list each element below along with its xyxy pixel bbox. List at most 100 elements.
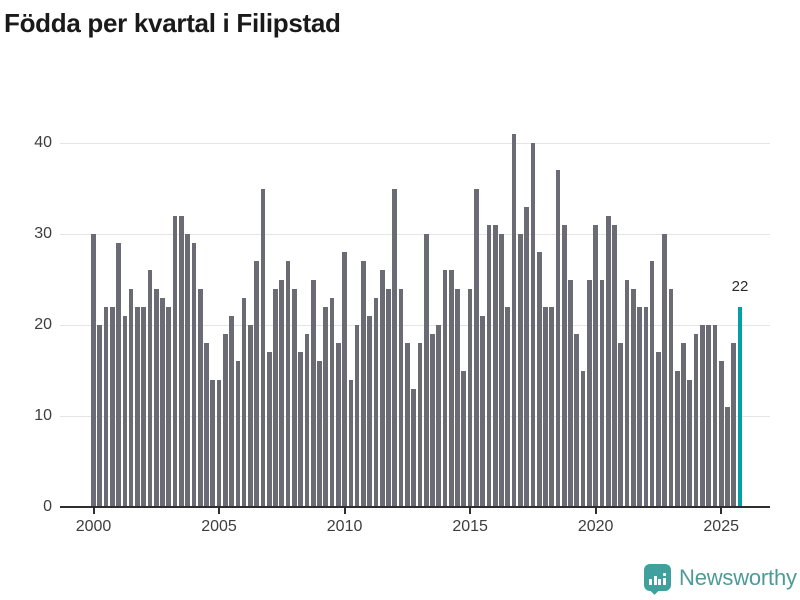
bar xyxy=(574,334,580,507)
bar xyxy=(210,379,216,507)
bar xyxy=(179,215,184,507)
gridline xyxy=(60,142,770,144)
bar xyxy=(492,224,498,507)
bar xyxy=(379,270,385,507)
bar xyxy=(260,188,266,507)
bar xyxy=(674,370,680,507)
bar xyxy=(373,297,379,507)
x-axis-tick xyxy=(594,508,597,514)
highlight-value-label: 22 xyxy=(731,277,749,295)
bar xyxy=(662,234,668,507)
bar xyxy=(486,224,492,507)
bar xyxy=(605,215,611,507)
mini-bar-icon xyxy=(653,576,657,585)
x-tick-label: 2000 xyxy=(75,518,112,535)
newsworthy-logo-icon xyxy=(644,564,671,595)
bar xyxy=(279,279,285,507)
bar xyxy=(147,270,153,507)
bar xyxy=(580,370,586,507)
bar xyxy=(116,243,121,507)
bar xyxy=(423,234,429,507)
bar xyxy=(474,188,479,507)
bar xyxy=(448,270,454,507)
brand-name: Newsworthy xyxy=(679,565,797,590)
bar xyxy=(91,234,96,507)
gridline xyxy=(60,233,770,235)
y-tick-label: 30 xyxy=(34,225,52,242)
highlighted-bar xyxy=(737,306,743,507)
x-axis-line xyxy=(60,506,770,508)
bar xyxy=(191,243,197,507)
bar xyxy=(712,325,718,507)
bar xyxy=(361,261,366,507)
bar xyxy=(172,215,178,507)
newsworthy-attribution[interactable]: Newsworthy xyxy=(642,563,800,595)
bar xyxy=(122,315,128,507)
bar xyxy=(335,343,341,507)
bar xyxy=(417,343,423,507)
bar xyxy=(103,306,109,507)
bar xyxy=(304,334,310,507)
bar xyxy=(499,234,504,507)
bar xyxy=(618,343,624,507)
bar xyxy=(467,288,473,507)
bar xyxy=(455,288,460,507)
bar xyxy=(725,406,730,507)
x-tick-label: 2015 xyxy=(452,518,488,535)
bar xyxy=(430,334,435,507)
bar xyxy=(273,288,278,507)
bar xyxy=(166,306,172,507)
bar xyxy=(367,315,373,507)
bar xyxy=(405,343,410,507)
x-tick-label: 2010 xyxy=(326,518,363,535)
bar xyxy=(630,288,636,507)
bar xyxy=(731,343,737,507)
bar xyxy=(543,306,548,507)
bar xyxy=(461,370,467,507)
bar xyxy=(241,297,247,507)
bar xyxy=(323,306,329,507)
bar xyxy=(442,270,448,507)
x-axis-tick xyxy=(92,508,95,514)
page-title: Födda per kvartal i Filipstad xyxy=(4,8,341,38)
x-tick-label: 2005 xyxy=(201,518,237,535)
y-tick-label: 20 xyxy=(34,316,52,333)
bar xyxy=(587,279,592,507)
bar xyxy=(411,388,416,507)
bar xyxy=(536,252,542,507)
bar xyxy=(700,325,705,507)
bar xyxy=(235,361,241,507)
bar xyxy=(687,379,693,507)
y-tick-label: 10 xyxy=(34,407,52,424)
bar xyxy=(197,288,203,507)
bar-chart: 0 10 20 30 40 2000 2005 2010 2015 2020 2025 22 xyxy=(34,133,770,535)
bar xyxy=(386,288,391,507)
x-tick-label: 2025 xyxy=(703,518,739,535)
bar xyxy=(128,288,134,507)
exclamation-dot-icon xyxy=(662,573,666,576)
bar xyxy=(517,234,523,507)
bar xyxy=(693,334,699,507)
bar xyxy=(480,315,485,507)
bar xyxy=(718,361,724,507)
bar xyxy=(348,379,354,507)
bar xyxy=(637,306,642,507)
bar xyxy=(216,379,222,507)
mini-bar-icon xyxy=(658,578,661,585)
bar xyxy=(248,325,253,507)
bar xyxy=(561,224,567,507)
bar xyxy=(706,325,711,507)
bar xyxy=(649,261,655,507)
bar xyxy=(511,133,517,507)
bar xyxy=(392,188,398,507)
x-axis-tick xyxy=(469,508,472,514)
speech-bubble xyxy=(644,564,671,591)
bar xyxy=(505,306,511,507)
bar xyxy=(298,352,303,507)
bar xyxy=(593,224,598,507)
x-axis-tick xyxy=(343,508,346,514)
y-tick-label: 40 xyxy=(34,134,52,151)
x-axis-tick xyxy=(218,508,221,514)
bar xyxy=(185,234,190,507)
